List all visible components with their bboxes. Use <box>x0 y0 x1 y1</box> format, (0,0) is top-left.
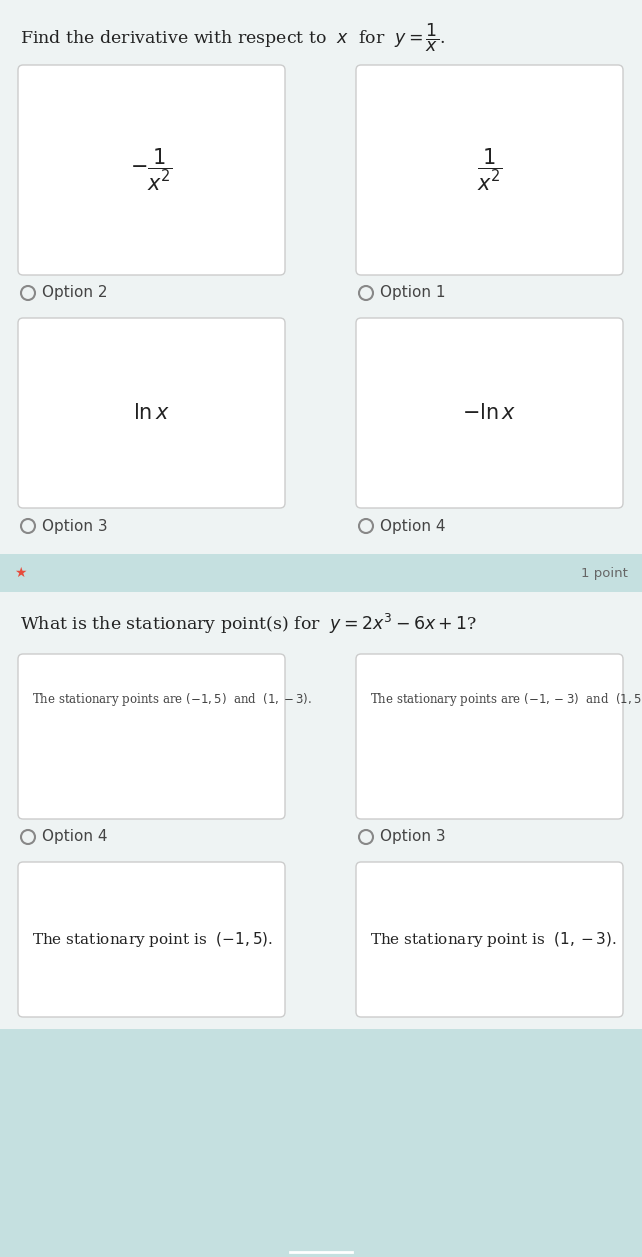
Text: The stationary point is  $(1, -3)$.: The stationary point is $(1, -3)$. <box>370 930 617 949</box>
FancyBboxPatch shape <box>356 318 623 508</box>
Text: $\ln x$: $\ln x$ <box>133 403 170 424</box>
FancyBboxPatch shape <box>18 862 285 1017</box>
FancyBboxPatch shape <box>18 65 285 275</box>
Text: Option 3: Option 3 <box>380 830 446 845</box>
Text: $\dfrac{1}{x^2}$: $\dfrac{1}{x^2}$ <box>476 147 503 194</box>
Text: Option 3: Option 3 <box>42 518 108 533</box>
Text: Option 2: Option 2 <box>42 285 107 300</box>
Text: ★: ★ <box>14 566 26 579</box>
Text: Option 4: Option 4 <box>42 830 107 845</box>
Text: 1 point: 1 point <box>581 567 628 579</box>
FancyBboxPatch shape <box>0 1029 642 1257</box>
Text: The stationary point is  $(-1, 5)$.: The stationary point is $(-1, 5)$. <box>32 930 273 949</box>
FancyBboxPatch shape <box>356 65 623 275</box>
FancyBboxPatch shape <box>18 654 285 820</box>
FancyBboxPatch shape <box>18 318 285 508</box>
Text: The stationary points are $(-1, -3)$  and  $(1, 5)$.: The stationary points are $(-1, -3)$ and… <box>370 690 642 708</box>
Text: What is the stationary point(s) for  $y = 2x^3 - 6x + 1$?: What is the stationary point(s) for $y =… <box>20 612 478 636</box>
Text: Find the derivative with respect to  $x$  for  $y = \dfrac{1}{x}$.: Find the derivative with respect to $x$ … <box>20 23 445 54</box>
FancyBboxPatch shape <box>356 862 623 1017</box>
Text: $-\dfrac{1}{x^2}$: $-\dfrac{1}{x^2}$ <box>130 147 173 194</box>
FancyBboxPatch shape <box>0 554 642 592</box>
Text: $-\ln x$: $-\ln x$ <box>462 403 517 424</box>
Text: The stationary points are $(-1, 5)$  and  $(1, -3)$.: The stationary points are $(-1, 5)$ and … <box>32 690 312 708</box>
FancyBboxPatch shape <box>356 654 623 820</box>
Text: Option 1: Option 1 <box>380 285 446 300</box>
Text: Option 4: Option 4 <box>380 518 446 533</box>
